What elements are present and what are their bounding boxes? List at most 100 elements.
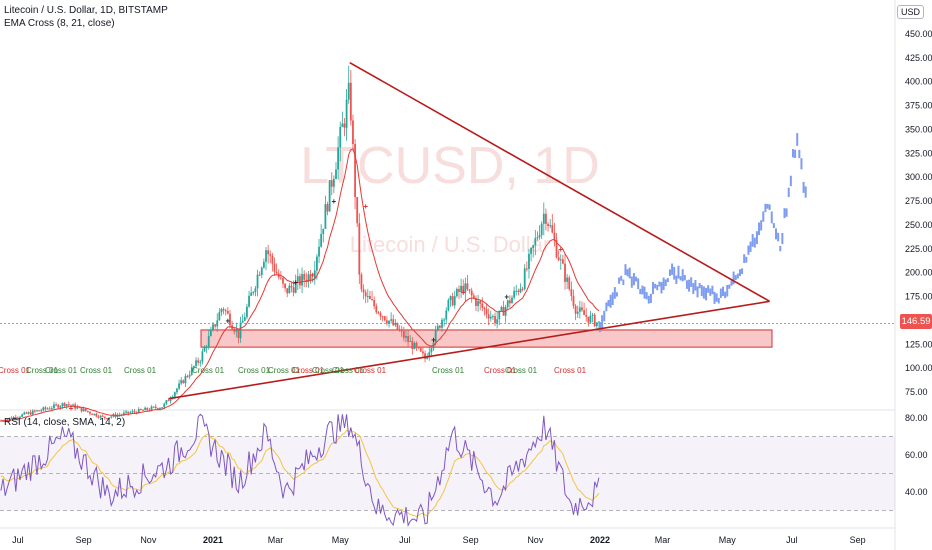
candle-body bbox=[294, 281, 297, 293]
projection-bar bbox=[656, 284, 659, 291]
rsi-line bbox=[0, 413, 600, 527]
projection-bar bbox=[738, 269, 741, 277]
candle-body bbox=[521, 288, 524, 290]
candle-body bbox=[70, 404, 72, 406]
projection-bar bbox=[768, 204, 771, 211]
projection-bar bbox=[770, 211, 773, 224]
projection-bar bbox=[728, 284, 731, 289]
candle-body bbox=[570, 289, 573, 296]
projection-bar bbox=[781, 233, 784, 245]
candle-body bbox=[472, 295, 475, 299]
time-tick-label: Sep bbox=[76, 535, 92, 545]
candle-body bbox=[137, 408, 140, 414]
projection-bar bbox=[764, 203, 767, 213]
candle-body bbox=[116, 415, 119, 417]
candle-body bbox=[63, 403, 66, 407]
candle-body bbox=[347, 82, 350, 100]
projection-bar bbox=[705, 287, 708, 301]
candle-body bbox=[396, 322, 399, 330]
cross-markers: + + + + + + + + + + bbox=[69, 197, 564, 413]
projection-bar bbox=[741, 268, 744, 275]
candle-body bbox=[53, 404, 55, 409]
candle-body bbox=[434, 329, 437, 343]
candle-body bbox=[301, 274, 303, 286]
candle-body bbox=[506, 300, 509, 308]
cross-marker: + bbox=[332, 197, 337, 206]
candle-body bbox=[470, 290, 473, 296]
candle-body bbox=[455, 288, 458, 297]
projection-bar bbox=[751, 234, 754, 247]
candle-body bbox=[419, 348, 422, 352]
candle-body bbox=[356, 196, 359, 224]
projection-bar bbox=[802, 181, 805, 193]
candle-body bbox=[252, 292, 255, 294]
projection-bar bbox=[724, 291, 727, 299]
projection-bar bbox=[677, 265, 680, 279]
candle-body bbox=[46, 408, 49, 410]
candle-body bbox=[186, 376, 189, 378]
time-tick-label: May bbox=[332, 535, 350, 545]
projection-bar bbox=[749, 241, 752, 252]
rsi-label[interactable]: RSI (14, close, SMA, 14, 2) bbox=[4, 417, 126, 428]
candle-body bbox=[449, 296, 452, 301]
projection-bar bbox=[681, 269, 684, 282]
projection-bar bbox=[635, 276, 638, 282]
candle-body bbox=[184, 376, 187, 384]
projection-bar bbox=[800, 158, 803, 170]
upper-trendline[interactable] bbox=[349, 61, 771, 303]
candle-body bbox=[481, 303, 484, 308]
candle-body bbox=[451, 296, 454, 306]
candle-body bbox=[566, 277, 569, 282]
time-tick-label: Mar bbox=[655, 535, 671, 545]
projection-bar bbox=[654, 283, 657, 289]
candle-body bbox=[243, 317, 246, 321]
candle-body bbox=[161, 407, 164, 409]
candle-body bbox=[417, 347, 420, 349]
rsi-axis[interactable]: 80.00 60.00 40.00 bbox=[905, 413, 928, 497]
candle-body bbox=[373, 299, 376, 307]
cross-marker: + bbox=[431, 335, 436, 344]
projection-bar bbox=[624, 264, 627, 275]
cross-label: Cross 01 bbox=[292, 366, 325, 375]
currency-button[interactable]: USD bbox=[896, 5, 924, 19]
candle-body bbox=[50, 408, 53, 410]
cross-marker: + bbox=[226, 316, 231, 325]
indicator-label[interactable]: EMA Cross (8, 21, close) bbox=[4, 18, 115, 29]
candle-body bbox=[591, 314, 594, 316]
lower-trendline[interactable] bbox=[168, 300, 770, 400]
projection-bar bbox=[664, 279, 667, 287]
candle-body bbox=[445, 310, 448, 320]
projection-bar bbox=[709, 288, 712, 296]
candle-body bbox=[125, 411, 127, 413]
candle-body bbox=[27, 412, 30, 414]
time-tick-label: Jul bbox=[399, 535, 411, 545]
candle-body bbox=[589, 315, 592, 323]
candle-body bbox=[55, 404, 57, 406]
support-zone[interactable] bbox=[200, 329, 773, 348]
projection-bar bbox=[660, 282, 663, 294]
candle-body bbox=[296, 276, 299, 282]
candle-body bbox=[377, 312, 380, 314]
candle-body bbox=[165, 400, 168, 404]
cross-label: Cross 01 bbox=[354, 366, 387, 375]
candle-body bbox=[489, 316, 492, 319]
price-tick-label: 175.00 bbox=[905, 292, 932, 302]
time-axis[interactable]: Jul Sep Nov 2021 Mar May Jul Sep Nov 2022 Mar May Ju… bbox=[12, 535, 866, 545]
candle-body bbox=[42, 407, 45, 411]
candle-body bbox=[485, 309, 488, 315]
projection-bar bbox=[641, 285, 644, 295]
candle-body bbox=[383, 316, 386, 321]
candle-body bbox=[587, 316, 590, 323]
price-tick-label: 425.00 bbox=[905, 53, 932, 63]
projection-bar bbox=[643, 286, 646, 299]
cross-label: Cross 01 bbox=[484, 366, 517, 375]
projection-bar bbox=[707, 285, 710, 293]
price-axis[interactable]: 450.00 425.00 400.00 375.00 350.00 325.00 300.… bbox=[905, 29, 932, 397]
candle-body bbox=[411, 341, 414, 350]
time-tick-label: 2021 bbox=[203, 535, 223, 545]
candle-body bbox=[152, 406, 155, 408]
price-tick-label: 350.00 bbox=[905, 124, 932, 134]
candle-body bbox=[371, 299, 373, 301]
candle-body bbox=[154, 406, 157, 409]
